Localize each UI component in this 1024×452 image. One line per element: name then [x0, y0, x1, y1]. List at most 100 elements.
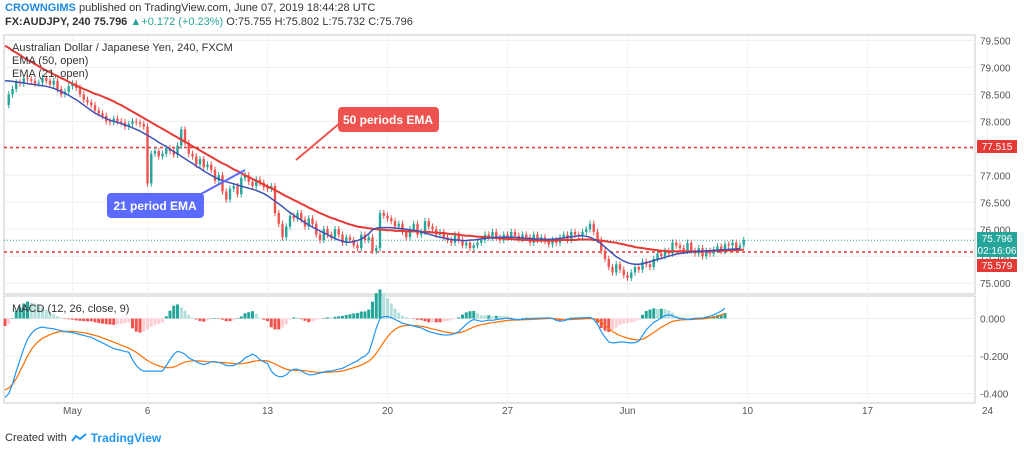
candle-body	[442, 231, 445, 238]
last-price: 75.796	[93, 16, 128, 28]
macd-pane[interactable]	[3, 295, 976, 404]
macd-histogram-bar	[367, 309, 371, 319]
candle-body	[213, 169, 217, 181]
tradingview-brand[interactable]: TradingView	[90, 431, 162, 445]
candle-body	[337, 229, 340, 235]
macd-histogram-bar	[704, 317, 708, 319]
candle-body	[30, 79, 33, 81]
macd-histogram-bar	[48, 312, 52, 319]
candle-body	[90, 102, 93, 106]
price-pane[interactable]	[3, 34, 976, 295]
macd-histogram-bar	[487, 315, 491, 319]
macd-line	[4, 307, 726, 398]
candle-body	[277, 213, 280, 224]
macd-histogram-bar	[333, 316, 337, 319]
candle-body	[15, 82, 18, 89]
macd-histogram-bar	[419, 318, 423, 321]
macd-histogram-bar	[97, 318, 101, 324]
candle-body	[172, 151, 175, 155]
candle-body	[472, 245, 475, 249]
candle-body	[678, 245, 682, 249]
macd-histogram-bar	[296, 317, 299, 319]
macd-histogram-bar	[449, 318, 453, 321]
candle-body	[360, 234, 363, 249]
candle-body	[341, 234, 344, 243]
support-badge	[977, 259, 1017, 272]
candle-body	[210, 164, 213, 170]
macd-histogram-bar	[626, 318, 629, 324]
candle-body	[333, 229, 337, 238]
macd-histogram-bar	[213, 318, 217, 319]
ema21-line	[5, 80, 740, 266]
publish-line: CROWNGIMS published on TradingView.com, …	[5, 2, 375, 14]
macd-histogram-bar	[483, 315, 487, 319]
candle-body	[525, 234, 528, 238]
macd-histogram-bar	[157, 318, 161, 324]
macd-histogram-bar	[689, 318, 693, 319]
macd-histogram-bar	[89, 318, 93, 322]
resistance-badge-text: 77.515	[982, 142, 1013, 153]
macd-histogram-bar	[273, 318, 277, 330]
candle-body	[45, 78, 48, 81]
countdown-text: 02:16:06	[978, 246, 1017, 257]
author-name[interactable]: CROWNGIMS	[5, 2, 76, 14]
candle-body	[180, 129, 183, 146]
macd-histogram-bar	[183, 310, 187, 319]
macd-histogram-bar	[134, 318, 138, 332]
x-tick-label: May	[63, 406, 82, 417]
candle-body	[367, 237, 370, 241]
candle-body	[536, 234, 539, 241]
x-tick-label: 24	[982, 406, 994, 417]
candle-body	[416, 223, 419, 235]
macd-histogram-bar	[78, 318, 82, 321]
candle-body	[390, 218, 393, 222]
macd-histogram-bar	[119, 318, 123, 324]
macd-histogram-bar	[59, 317, 63, 319]
candle-body	[187, 142, 190, 154]
macd-histogram-bar	[431, 318, 434, 323]
macd-histogram-bar	[3, 318, 7, 327]
macd-histogram-bar	[112, 318, 116, 325]
macd-histogram-bar	[412, 318, 416, 320]
macd-histogram-bar	[146, 318, 149, 330]
price-tick-label: 78.000	[980, 117, 1011, 128]
candle-body	[41, 78, 44, 83]
candle-body	[585, 229, 588, 232]
candle-body	[622, 269, 625, 276]
macd-histogram-bar	[131, 318, 134, 329]
macd-histogram-bar	[311, 318, 314, 322]
macd-histogram-bar	[678, 317, 682, 319]
candle-body	[127, 124, 130, 127]
candle-body	[198, 159, 202, 165]
candle-body	[596, 231, 599, 241]
macd-histogram-bar	[71, 318, 74, 320]
macd-histogram-bar	[659, 308, 663, 319]
price-tick-label: 75.000	[980, 279, 1011, 290]
candle-body	[468, 242, 472, 249]
macd-histogram-bar	[161, 318, 164, 323]
macd-histogram-bar	[468, 311, 472, 319]
candle-body	[93, 105, 97, 111]
x-tick-label: 17	[862, 406, 874, 417]
candle-body	[506, 234, 509, 238]
price-tick-label: 79.500	[980, 36, 1011, 47]
candle-body	[723, 244, 727, 251]
macd-histogram-bar	[108, 318, 112, 325]
y-axis: 79.50079.00078.50078.00077.50077.00076.5…	[980, 36, 1011, 400]
candle-body	[281, 223, 284, 238]
macd-histogram-bar	[288, 318, 292, 320]
footer: Created with TradingView	[5, 431, 161, 445]
macd-histogram-bar	[446, 318, 449, 322]
candle-body	[735, 242, 738, 249]
macd-histogram-bar	[479, 315, 483, 319]
candle-body	[97, 110, 100, 114]
candle-body	[345, 237, 348, 243]
candle-body	[431, 226, 434, 230]
candle-body	[480, 240, 483, 243]
macd-histogram-bar	[299, 318, 303, 320]
macd-histogram-bar	[491, 316, 494, 319]
candle-body	[495, 231, 498, 238]
candle-body	[33, 80, 37, 84]
candle-body	[675, 242, 678, 246]
